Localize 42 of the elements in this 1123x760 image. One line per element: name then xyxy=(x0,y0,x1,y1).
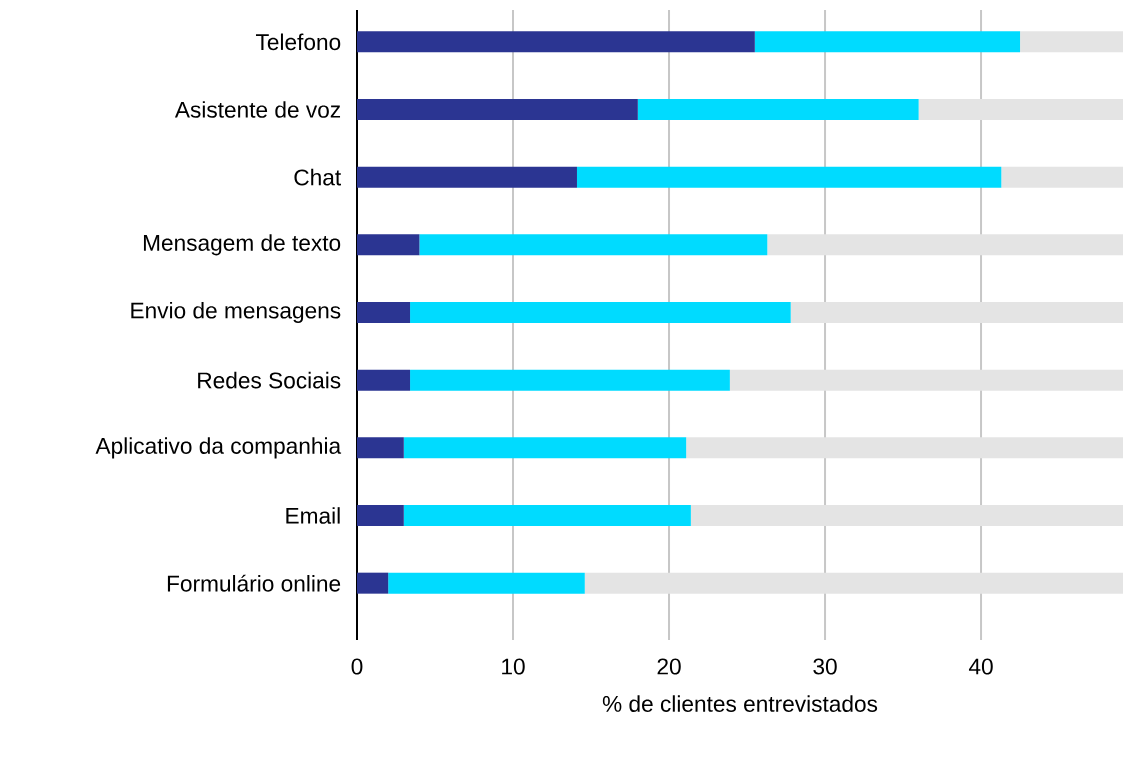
bar xyxy=(357,166,577,188)
x-tick-label: 30 xyxy=(813,658,837,675)
y-tick-label: Email xyxy=(286,507,340,524)
bar xyxy=(637,98,919,120)
y-tick-label: Chat xyxy=(294,168,341,186)
x-axis-title: % de clientes entrevistados xyxy=(602,695,878,712)
y-tick-label: Formulário online xyxy=(167,574,341,592)
bar xyxy=(410,301,791,323)
y-tick-label: Telefono xyxy=(255,33,341,51)
y-tick-label: Redes Sociais xyxy=(198,371,341,389)
x-tick-label: 0 xyxy=(351,658,363,675)
bar xyxy=(357,301,411,323)
bar xyxy=(357,98,638,120)
x-tick-label: 40 xyxy=(968,658,993,675)
bar xyxy=(686,437,1123,459)
bar xyxy=(410,369,730,391)
bar xyxy=(357,505,404,526)
bar xyxy=(584,572,1123,594)
bar xyxy=(729,369,1123,391)
bar xyxy=(357,234,420,256)
bar xyxy=(1020,31,1123,53)
bar xyxy=(357,437,404,459)
bar xyxy=(357,369,411,391)
y-tick-label: Envio de mensagens xyxy=(131,301,341,324)
bar xyxy=(1001,166,1123,188)
bar xyxy=(576,166,1002,188)
y-tick-label: Asistente de voz xyxy=(174,101,341,118)
bar xyxy=(388,572,585,594)
x-tick-label: 20 xyxy=(657,658,681,675)
bar xyxy=(790,301,1123,323)
bar xyxy=(403,437,687,459)
bar xyxy=(419,234,768,256)
x-tick-label: 10 xyxy=(502,658,525,675)
y-tick-label: Mensagem de texto xyxy=(143,234,341,256)
bar xyxy=(403,505,691,526)
bar xyxy=(357,31,755,53)
bar xyxy=(357,572,389,594)
bar xyxy=(690,505,1123,526)
bar xyxy=(767,234,1123,256)
bar xyxy=(754,31,1021,53)
bar xyxy=(918,98,1123,120)
y-tick-label: Aplicativo da companhia xyxy=(95,437,342,459)
